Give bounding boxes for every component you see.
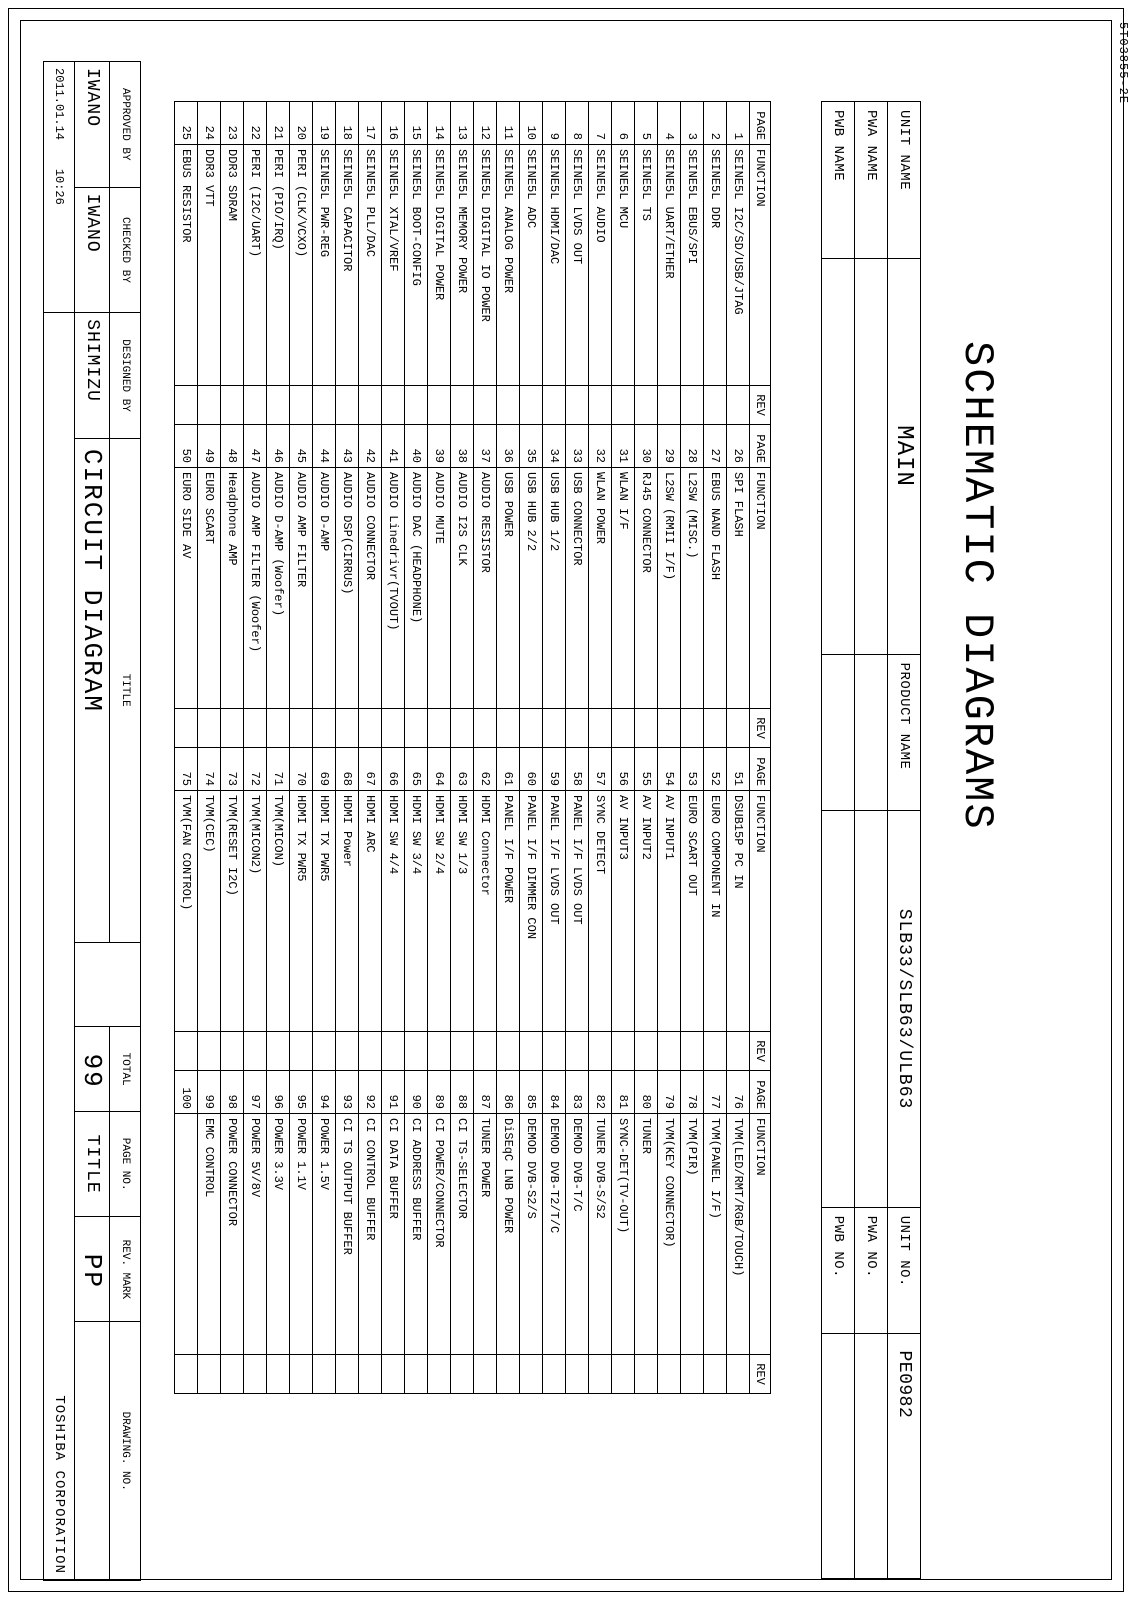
index-row: 3SEINE5L EBUS/SPI28L2SW (MISC.)53EURO SC… (681, 102, 704, 1394)
checked-by-value: IWANO (75, 187, 110, 313)
col4-page-header: PAGE (750, 1071, 771, 1114)
index-row: 9SEINE5L HDMI/DAC34USB HUB 1/259PANEL I/… (543, 102, 566, 1394)
designed-by-label: DESIGNED BY (110, 313, 141, 439)
title-value: CIRCUIT DIAGRAM (75, 438, 110, 942)
index-row: 12SEINE5L DIGITAL IO POWER37AUDIO RESIST… (474, 102, 497, 1394)
col1-func-header: FUNCTION (750, 145, 771, 386)
index-row: 8SEINE5L LVDS OUT33USB CONNECTOR58PANEL … (566, 102, 589, 1394)
index-row: 22PERI (I2C/UART)47AUDIO AMP FILTER (Woo… (244, 102, 267, 1394)
col3-rev-header: REV (750, 1032, 771, 1071)
unit-no-label: UNIT NO. (888, 1207, 921, 1334)
index-row: 24DDR3 VTT49EURO SCART74TVM(CEC)99EMC CO… (198, 102, 221, 1394)
index-row: 25EBUS RESISTOR50EURO SIDE AV75TVM(FAN C… (175, 102, 198, 1394)
header-table: UNIT NAME MAIN PRODUCT NAME SLB33/SLB63/… (821, 101, 921, 1579)
col4-func-header: FUNCTION (750, 1114, 771, 1355)
unit-name-label: UNIT NAME (888, 102, 921, 259)
col1-page-header: PAGE (750, 102, 771, 145)
col4-rev-header: REV (750, 1355, 771, 1394)
pwb-no-label: PWB NO. (822, 1207, 855, 1334)
unit-no-value: PE0982 (888, 1334, 921, 1579)
total-value: 99 (75, 1027, 110, 1112)
date-value: 2011.01.14 10:26 (44, 62, 75, 313)
index-row: 6SEINE5L MCU31WLAN I/F56AV INPUT381SYNC-… (612, 102, 635, 1394)
designed-by-value: SHIMIZU (75, 313, 110, 439)
company: TOSHIBA CORPORATION (44, 313, 75, 1581)
pwa-no-label: PWA NO. (855, 1207, 888, 1334)
index-row: 1SEINE5L I2C/SD/USB/JTAG26SPI FLASH51DSU… (727, 102, 750, 1394)
title-block: APPROVED BY CHECKED BY DESIGNED BY TITLE… (43, 61, 141, 1581)
index-row: 2SEINE5L DDR27EBUS NAND FLASH52EURO COMP… (704, 102, 727, 1394)
checked-by-label: CHECKED BY (110, 187, 141, 313)
col2-func-header: FUNCTION (750, 468, 771, 709)
title-label: TITLE (110, 438, 141, 942)
col1-rev-header: REV (750, 386, 771, 425)
index-row: 13SEINE5L MEMORY POWER38AUDIO I2S CLK63H… (451, 102, 474, 1394)
page-no-label: PAGE NO. (110, 1112, 141, 1217)
index-row: 18SEINE5L CAPACITOR43AUDIO DSP(CIRRUS)68… (336, 102, 359, 1394)
index-row: 14SEINE5L DIGITAL POWER39AUDIO MUTE64HDM… (428, 102, 451, 1394)
col3-page-header: PAGE (750, 748, 771, 791)
unit-name-value: MAIN (888, 258, 921, 654)
index-row: 20PERI (CLK/VCXO)45AUDIO AMP FILTER70HDM… (290, 102, 313, 1394)
index-row: 5SEINE5L TS30RJ45 CONNECTOR55AV INPUT280… (635, 102, 658, 1394)
index-row: 19SEINE5L PWR-REG44AUDIO D-AMP69HDMI TX … (313, 102, 336, 1394)
rev-mark-label: REV. MARK (110, 1217, 141, 1322)
product-name-label: PRODUCT NAME (888, 654, 921, 811)
index-row: 11SEINE5L ANALOG POWER36USB POWER61PANEL… (497, 102, 520, 1394)
index-table: PAGE FUNCTION REV PAGE FUNCTION REV PAGE… (174, 101, 771, 1394)
index-row: 15SEINE5L BOOT-CONFIG40AUDIO DAC (HEADPH… (405, 102, 428, 1394)
total-label: TOTAL (110, 1027, 141, 1112)
pwa-name-value (855, 258, 888, 654)
approved-by-label: APPROVED BY (110, 62, 141, 188)
col2-rev-header: REV (750, 709, 771, 748)
index-row: 10SEINE5L ADC35USB HUB 2/260PANEL I/F DI… (520, 102, 543, 1394)
pwa-name-label: PWA NAME (855, 102, 888, 259)
col2-page-header: PAGE (750, 425, 771, 468)
pwa-no-value (855, 1334, 888, 1579)
pwb-no-value (822, 1334, 855, 1579)
index-row: 21PERI (PIO/IRQ)46AUDIO D-AMP (Woofer)71… (267, 102, 290, 1394)
index-row: 4SEINE5L UART/ETHER29L2SW (RMII I/F)54AV… (658, 102, 681, 1394)
drawing-no-label: DRAWING. NO. (110, 1322, 141, 1581)
schematic-title: SCHEMATIC DIAGRAMS (953, 341, 1001, 831)
pwb-name-value (822, 258, 855, 654)
index-row: 16SEINE5L XTAL/VREF41AUDIO Linedrivr(TVO… (382, 102, 405, 1394)
inner-frame: SCHEMATIC DIAGRAMS UNIT NAME MAIN PRODUC… (20, 20, 1112, 1580)
pwb-name-label: PWB NAME (822, 102, 855, 259)
approved-by-value: IWANO (75, 62, 110, 188)
rev-mark-value: PP (75, 1217, 110, 1322)
index-row: 17SEINE5L PLL/DAC42AUDIO CONNECTOR67HDMI… (359, 102, 382, 1394)
drawing-no-value (75, 1322, 110, 1581)
index-row: 23DDR3 SDRAM48Headphone AMP73TVM(RESET I… (221, 102, 244, 1394)
col3-func-header: FUNCTION (750, 791, 771, 1032)
product-name-value: SLB33/SLB63/ULB63 (888, 811, 921, 1207)
index-row: 7SEINE5L AUDIO32WLAN POWER57SYNC DETECT8… (589, 102, 612, 1394)
page-no-value: TITLE (75, 1112, 110, 1217)
